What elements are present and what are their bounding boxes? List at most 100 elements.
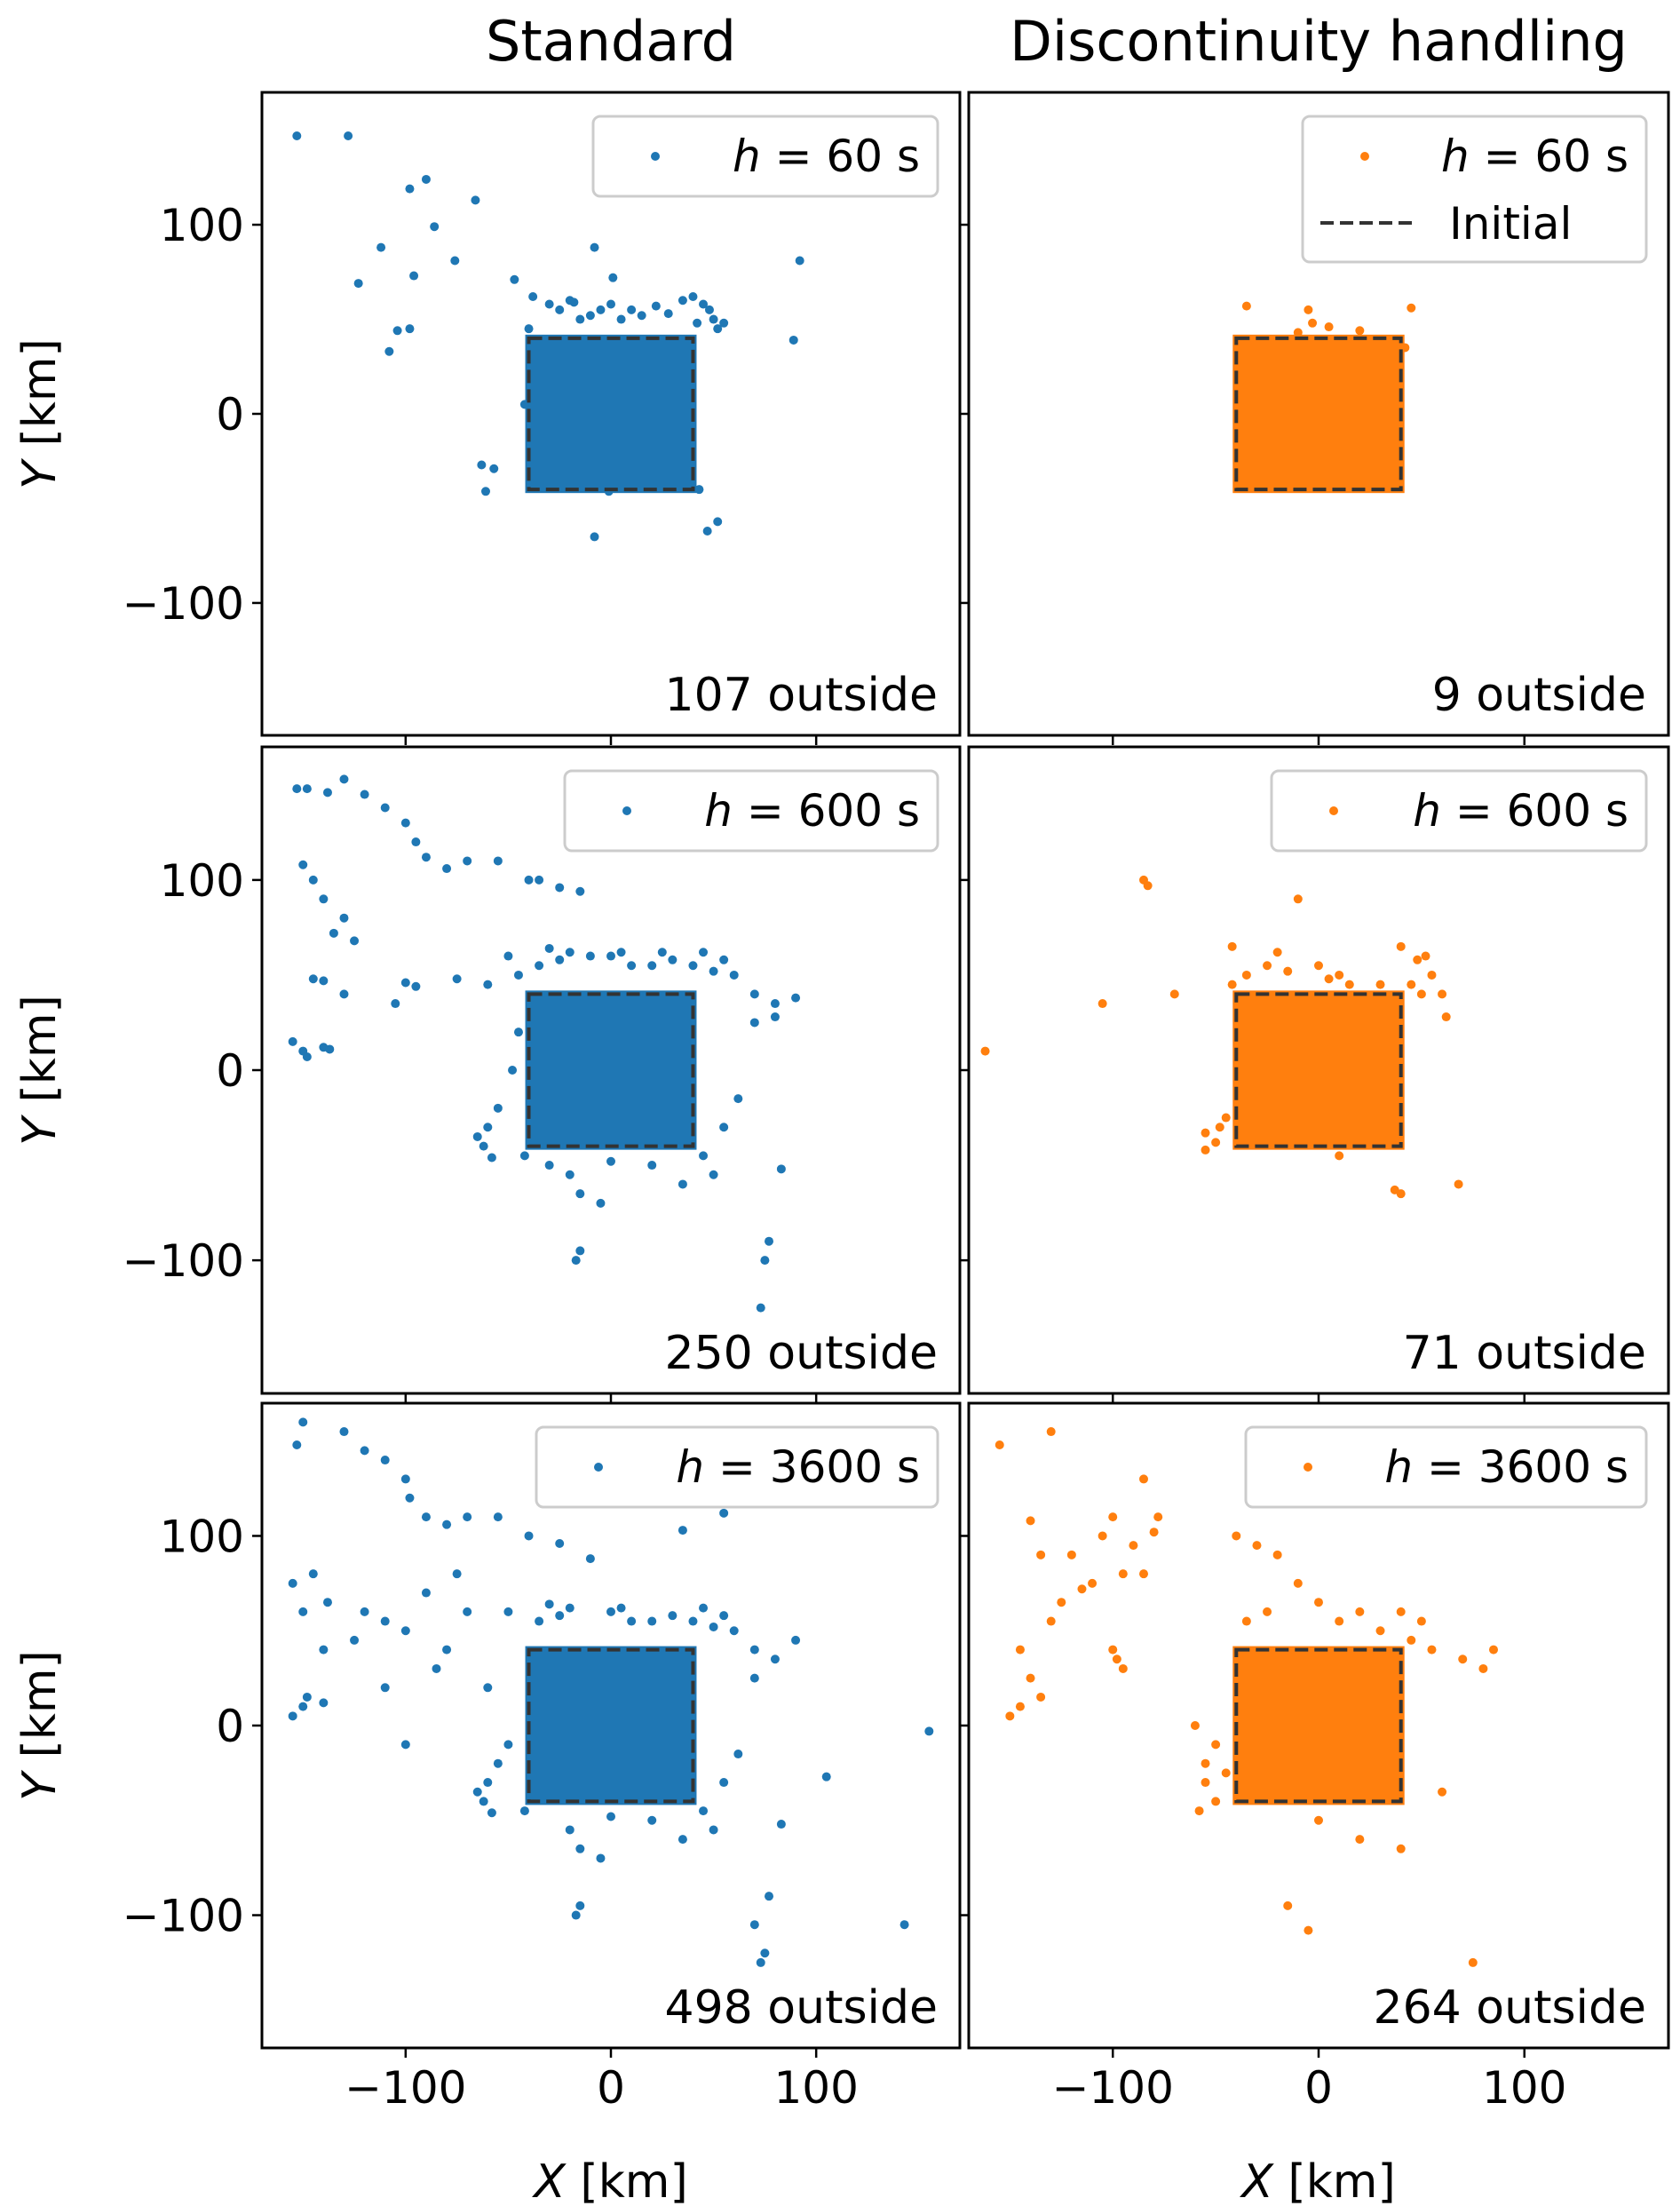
data-point (756, 1303, 765, 1313)
data-point (1283, 966, 1293, 976)
y-tick-label: 100 (160, 855, 244, 907)
data-point (995, 1440, 1004, 1449)
points-layer (288, 1417, 934, 1967)
particle-cloud (525, 1646, 697, 1805)
legend: h = 3600 s (1244, 1425, 1648, 1509)
data-point (298, 1607, 308, 1616)
x-axis-var: X (1239, 2155, 1274, 2206)
panel-6: −100 0 100 X [km] h = 3600 s 264 outside (959, 1401, 1670, 2206)
data-point (400, 978, 410, 988)
data-point (319, 894, 329, 904)
data-point (1304, 305, 1313, 314)
data-point (1129, 1541, 1138, 1551)
y-axis-label: Y [km] (13, 1650, 67, 1801)
data-point (1201, 1758, 1210, 1768)
legend: h = 60 s (591, 115, 939, 198)
data-point (1098, 999, 1107, 1009)
data-point (298, 1702, 308, 1711)
data-point (308, 1569, 318, 1579)
data-point (749, 989, 759, 999)
points-layer (288, 774, 801, 1313)
data-point (339, 989, 349, 999)
data-point (1118, 1663, 1128, 1673)
data-point (1293, 1578, 1303, 1588)
y-tick-label: −100 (123, 578, 244, 630)
y-axis-var: Y (13, 1769, 67, 1801)
data-point (571, 1910, 581, 1920)
data-point (1211, 1740, 1221, 1750)
data-point (544, 299, 554, 309)
data-point (647, 1815, 657, 1825)
data-point (1112, 1654, 1121, 1664)
data-point (1108, 1645, 1118, 1654)
data-point (510, 274, 519, 284)
data-point (596, 1853, 606, 1863)
data-point (421, 1512, 431, 1522)
data-point (1335, 970, 1344, 980)
data-point (596, 1198, 606, 1208)
data-point (760, 1948, 770, 1958)
data-point (729, 1626, 739, 1636)
legend-var: h (704, 785, 733, 837)
data-point (1355, 326, 1365, 336)
data-point (899, 1920, 909, 1930)
legend-value: = 3600 s (704, 1441, 920, 1493)
data-point (493, 1758, 503, 1768)
data-point (555, 1539, 565, 1549)
data-point (565, 1170, 575, 1179)
data-point (616, 1603, 626, 1613)
data-point (1241, 970, 1251, 980)
data-point (405, 1493, 415, 1503)
legend: h = 600 s (1270, 769, 1648, 853)
data-point (380, 803, 390, 813)
data-point (821, 1772, 831, 1781)
data-point (575, 314, 585, 324)
data-point (1293, 328, 1303, 337)
data-point (503, 951, 513, 961)
panel-4: h = 600 s 71 outside (959, 745, 1670, 1403)
data-point (1241, 301, 1251, 311)
data-point (719, 1123, 729, 1132)
data-point (719, 955, 729, 964)
data-point (699, 299, 709, 309)
data-point (483, 980, 493, 989)
data-point (1427, 1645, 1437, 1654)
data-point (709, 1622, 718, 1631)
data-point (463, 856, 472, 866)
data-point (756, 1957, 765, 1967)
points-layer (292, 131, 804, 542)
data-point (292, 784, 302, 794)
data-point (729, 970, 739, 980)
data-point (1066, 1550, 1076, 1559)
data-point (1026, 1673, 1035, 1683)
data-point (1201, 1778, 1210, 1788)
legend-value: = 600 s (733, 785, 920, 837)
data-point (627, 961, 637, 971)
data-point (432, 1663, 441, 1673)
data-point (571, 1256, 581, 1266)
data-point (292, 131, 302, 140)
data-point (776, 1820, 786, 1829)
data-point (483, 1683, 493, 1693)
data-point (1194, 1806, 1204, 1816)
initial-region-outline (1234, 1647, 1403, 1804)
data-point (487, 1153, 496, 1163)
y-axis-label: Y [km] (13, 995, 67, 1146)
data-point (699, 948, 709, 957)
data-point (1252, 1541, 1262, 1551)
legend-var: h (676, 1441, 704, 1493)
data-point (421, 853, 431, 862)
data-point (302, 1692, 312, 1702)
data-point (1314, 1598, 1323, 1607)
data-point (519, 1806, 529, 1816)
data-point (1190, 1721, 1200, 1730)
data-point (535, 1616, 544, 1626)
data-point (503, 1740, 513, 1750)
data-point (575, 1189, 585, 1199)
data-point (719, 1508, 729, 1518)
data-point (795, 256, 804, 266)
data-point (688, 961, 698, 971)
data-point (353, 279, 363, 289)
data-point (709, 1825, 718, 1835)
